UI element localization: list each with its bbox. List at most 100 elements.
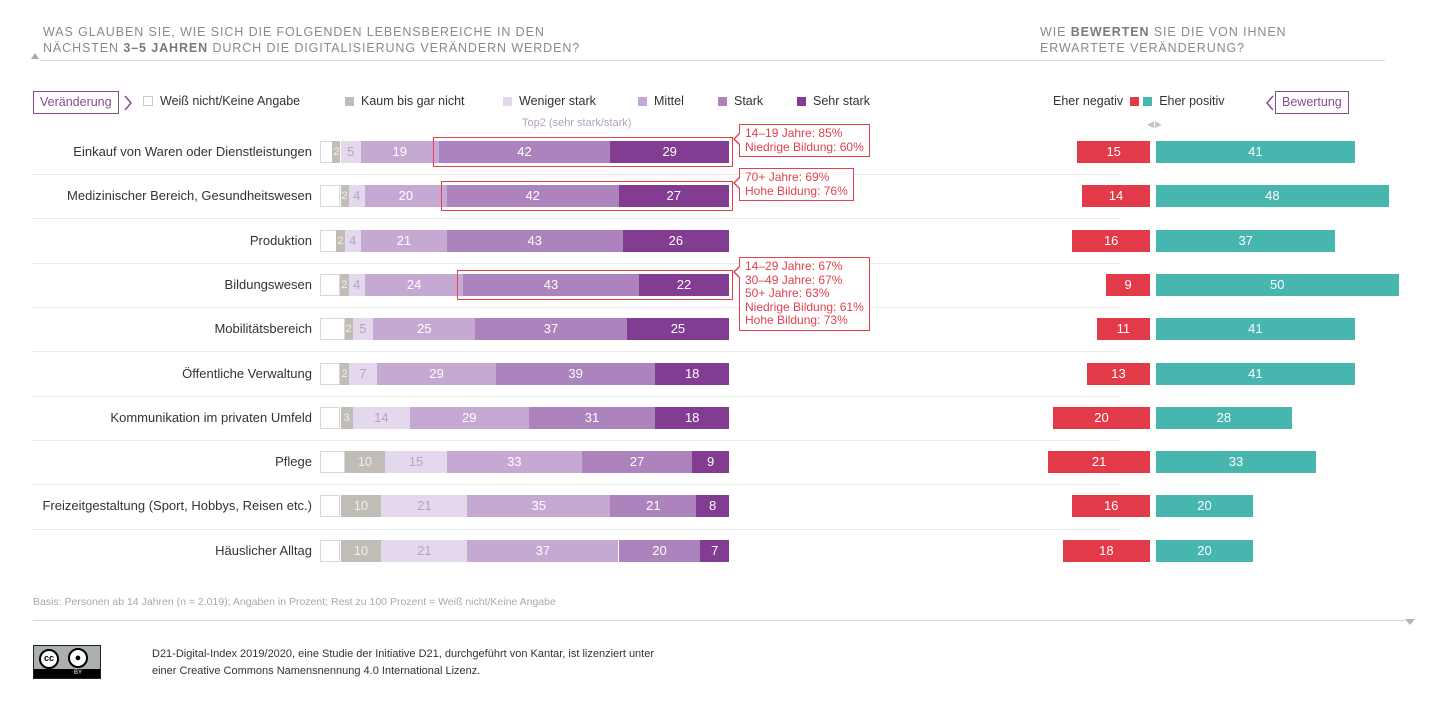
bar-segment-mittel: 19 <box>360 141 439 163</box>
bar-eher-positiv: 37 <box>1156 230 1336 252</box>
callout-box: 70+ Jahre: 69% Hohe Bildung: 76% <box>733 168 854 201</box>
by-person-icon: ● <box>68 648 88 668</box>
row-separator <box>32 174 1120 175</box>
bar-segment-stark: 42 <box>438 141 611 163</box>
legend-item-weniger: Weniger stark <box>503 94 596 108</box>
bar-eher-positiv: 33 <box>1156 451 1316 473</box>
bar-segment-kaum: 2 <box>340 363 349 385</box>
legend-swatch-positiv <box>1143 96 1153 106</box>
bar-segment-kaum: 2 <box>332 141 341 163</box>
bar-segment-mittel: 24 <box>365 274 464 296</box>
bar-segment-kaum: 2 <box>336 230 345 252</box>
row-label: Freizeitgestaltung (Sport, Hobbys, Reise… <box>42 498 312 513</box>
bar-segment-weniger: 4 <box>348 185 365 207</box>
bar-segment-stark: 42 <box>446 185 619 207</box>
bar-eher-negativ: 15 <box>1077 141 1151 163</box>
bar-segment-stark: 43 <box>446 230 623 252</box>
legend-label: Mittel <box>654 94 684 108</box>
bar-segment-mittel: 37 <box>467 540 619 562</box>
bewertung-tag: Bewertung <box>1275 91 1349 114</box>
bar-segment-weniger: 21 <box>381 495 468 517</box>
bar-segment-sehr-stark: 26 <box>622 230 729 252</box>
bar-segment-unknown <box>320 540 341 562</box>
license-line1: D21-Digital-Index 2019/2020, eine Studie… <box>152 648 655 660</box>
bar-segment-mittel: 29 <box>410 407 529 429</box>
bar-eher-positiv: 41 <box>1156 363 1355 385</box>
bar-eher-positiv: 41 <box>1156 318 1355 340</box>
legend-swatch-stark <box>718 96 727 106</box>
callout-line: 70+ Jahre: 69% <box>745 170 830 184</box>
row-label: Mobilitätsbereich <box>214 321 312 336</box>
callout-line: 30–49 Jahre: 67% <box>745 272 843 287</box>
callout-line: 50+ Jahre: 63% <box>745 286 830 300</box>
license-text: D21-Digital-Index 2019/2020, eine Studie… <box>152 646 654 680</box>
bar-segment-unknown <box>320 495 341 517</box>
license-line2: einer Creative Commons Namensnennung 4.0… <box>152 665 481 677</box>
bar-eher-negativ: 20 <box>1053 407 1150 429</box>
bar-segment-weniger: 21 <box>381 540 468 562</box>
bar-segment-sehr-stark: 8 <box>696 495 729 517</box>
bar-segment-kaum: 2 <box>340 185 349 207</box>
legend-item-sehr-stark: Sehr stark <box>797 94 870 108</box>
row-separator <box>32 440 1120 441</box>
bar-segment-kaum: 10 <box>340 495 382 517</box>
bar-segment-unknown <box>320 318 345 340</box>
callout-pointer-inner <box>735 134 740 144</box>
bar-segment-weniger: 14 <box>352 407 410 429</box>
footer-divider <box>33 620 1405 621</box>
callout-pointer-inner <box>735 178 740 188</box>
row-label: Öffentliche Verwaltung <box>182 366 312 381</box>
row-label: Häuslicher Alltag <box>215 543 312 558</box>
bar-eher-positiv: 41 <box>1156 141 1355 163</box>
callout-box: 14–29 Jahre: 67% 30–49 Jahre: 67% 50+ Jahr… <box>733 257 870 331</box>
bar-segment-stark: 43 <box>463 274 639 296</box>
bar-eher-positiv: 48 <box>1156 185 1389 207</box>
row-label: Pflege <box>275 454 312 469</box>
bar-eher-negativ: 21 <box>1048 451 1150 473</box>
tag-arrow-right-icon <box>124 95 132 111</box>
bar-eher-positiv: 28 <box>1156 407 1292 429</box>
bar-eher-negativ: 9 <box>1106 274 1150 296</box>
callout-line: Hohe Bildung: 73% <box>745 313 848 327</box>
legend-item-mittel: Mittel <box>638 94 684 108</box>
bar-segment-stark: 39 <box>495 363 656 385</box>
legend-swatch-weniger <box>503 96 512 106</box>
bar-segment-sehr-stark: 9 <box>692 451 729 473</box>
right-chart-title: WIE BEWERTEN SIE DIE VON IHNEN ERWARTETE… <box>1040 24 1286 56</box>
left-right-arrows-icon[interactable]: ◀▶ <box>1147 119 1163 129</box>
row-separator <box>32 307 1120 308</box>
bar-segment-kaum: 10 <box>340 540 382 562</box>
veraenderung-tag: Veränderung <box>33 91 119 114</box>
collapse-up-icon[interactable] <box>31 53 39 59</box>
legend-swatch-sehr-stark <box>797 96 806 106</box>
callout-line: Niedrige Bildung: 60% <box>745 139 864 154</box>
tag-arrow-left-icon <box>1266 95 1274 111</box>
bar-segment-kaum: 3 <box>340 407 353 429</box>
legend-eher-negativ: Eher negativ Eher positiv <box>1053 94 1225 108</box>
left-chart-title: WAS GLAUBEN SIE, WIE SICH DIE FOLGENDEN … <box>43 24 580 56</box>
bar-eher-positiv: 20 <box>1156 540 1253 562</box>
expand-down-icon[interactable] <box>1405 619 1415 625</box>
bar-segment-stark: 21 <box>610 495 697 517</box>
bar-segment-sehr-stark: 18 <box>655 407 729 429</box>
bar-segment-weniger: 15 <box>385 451 447 473</box>
cc-by-badge[interactable]: cc ● BY <box>33 645 101 679</box>
header-divider <box>40 60 1385 61</box>
bar-segment-stark: 27 <box>581 451 693 473</box>
bar-segment-sehr-stark: 7 <box>700 540 729 562</box>
row-separator <box>32 529 1120 530</box>
bar-segment-unknown <box>320 185 341 207</box>
bar-eher-negativ: 13 <box>1087 363 1150 385</box>
callout-line: Niedrige Bildung: 61% <box>745 299 864 314</box>
row-separator <box>32 218 1120 219</box>
bar-eher-negativ: 16 <box>1072 495 1150 517</box>
bar-eher-negativ: 16 <box>1072 230 1150 252</box>
by-label: BY <box>34 669 100 678</box>
legend-swatch-negativ <box>1130 96 1140 106</box>
row-separator <box>32 396 1120 397</box>
legend-item-unknown: Weiß nicht/Keine Angabe <box>143 94 300 108</box>
row-separator <box>32 484 1120 485</box>
top2-label: Top2 (sehr stark/stark) <box>522 117 632 129</box>
bar-segment-mittel: 35 <box>467 495 611 517</box>
bar-segment-sehr-stark: 27 <box>618 185 729 207</box>
